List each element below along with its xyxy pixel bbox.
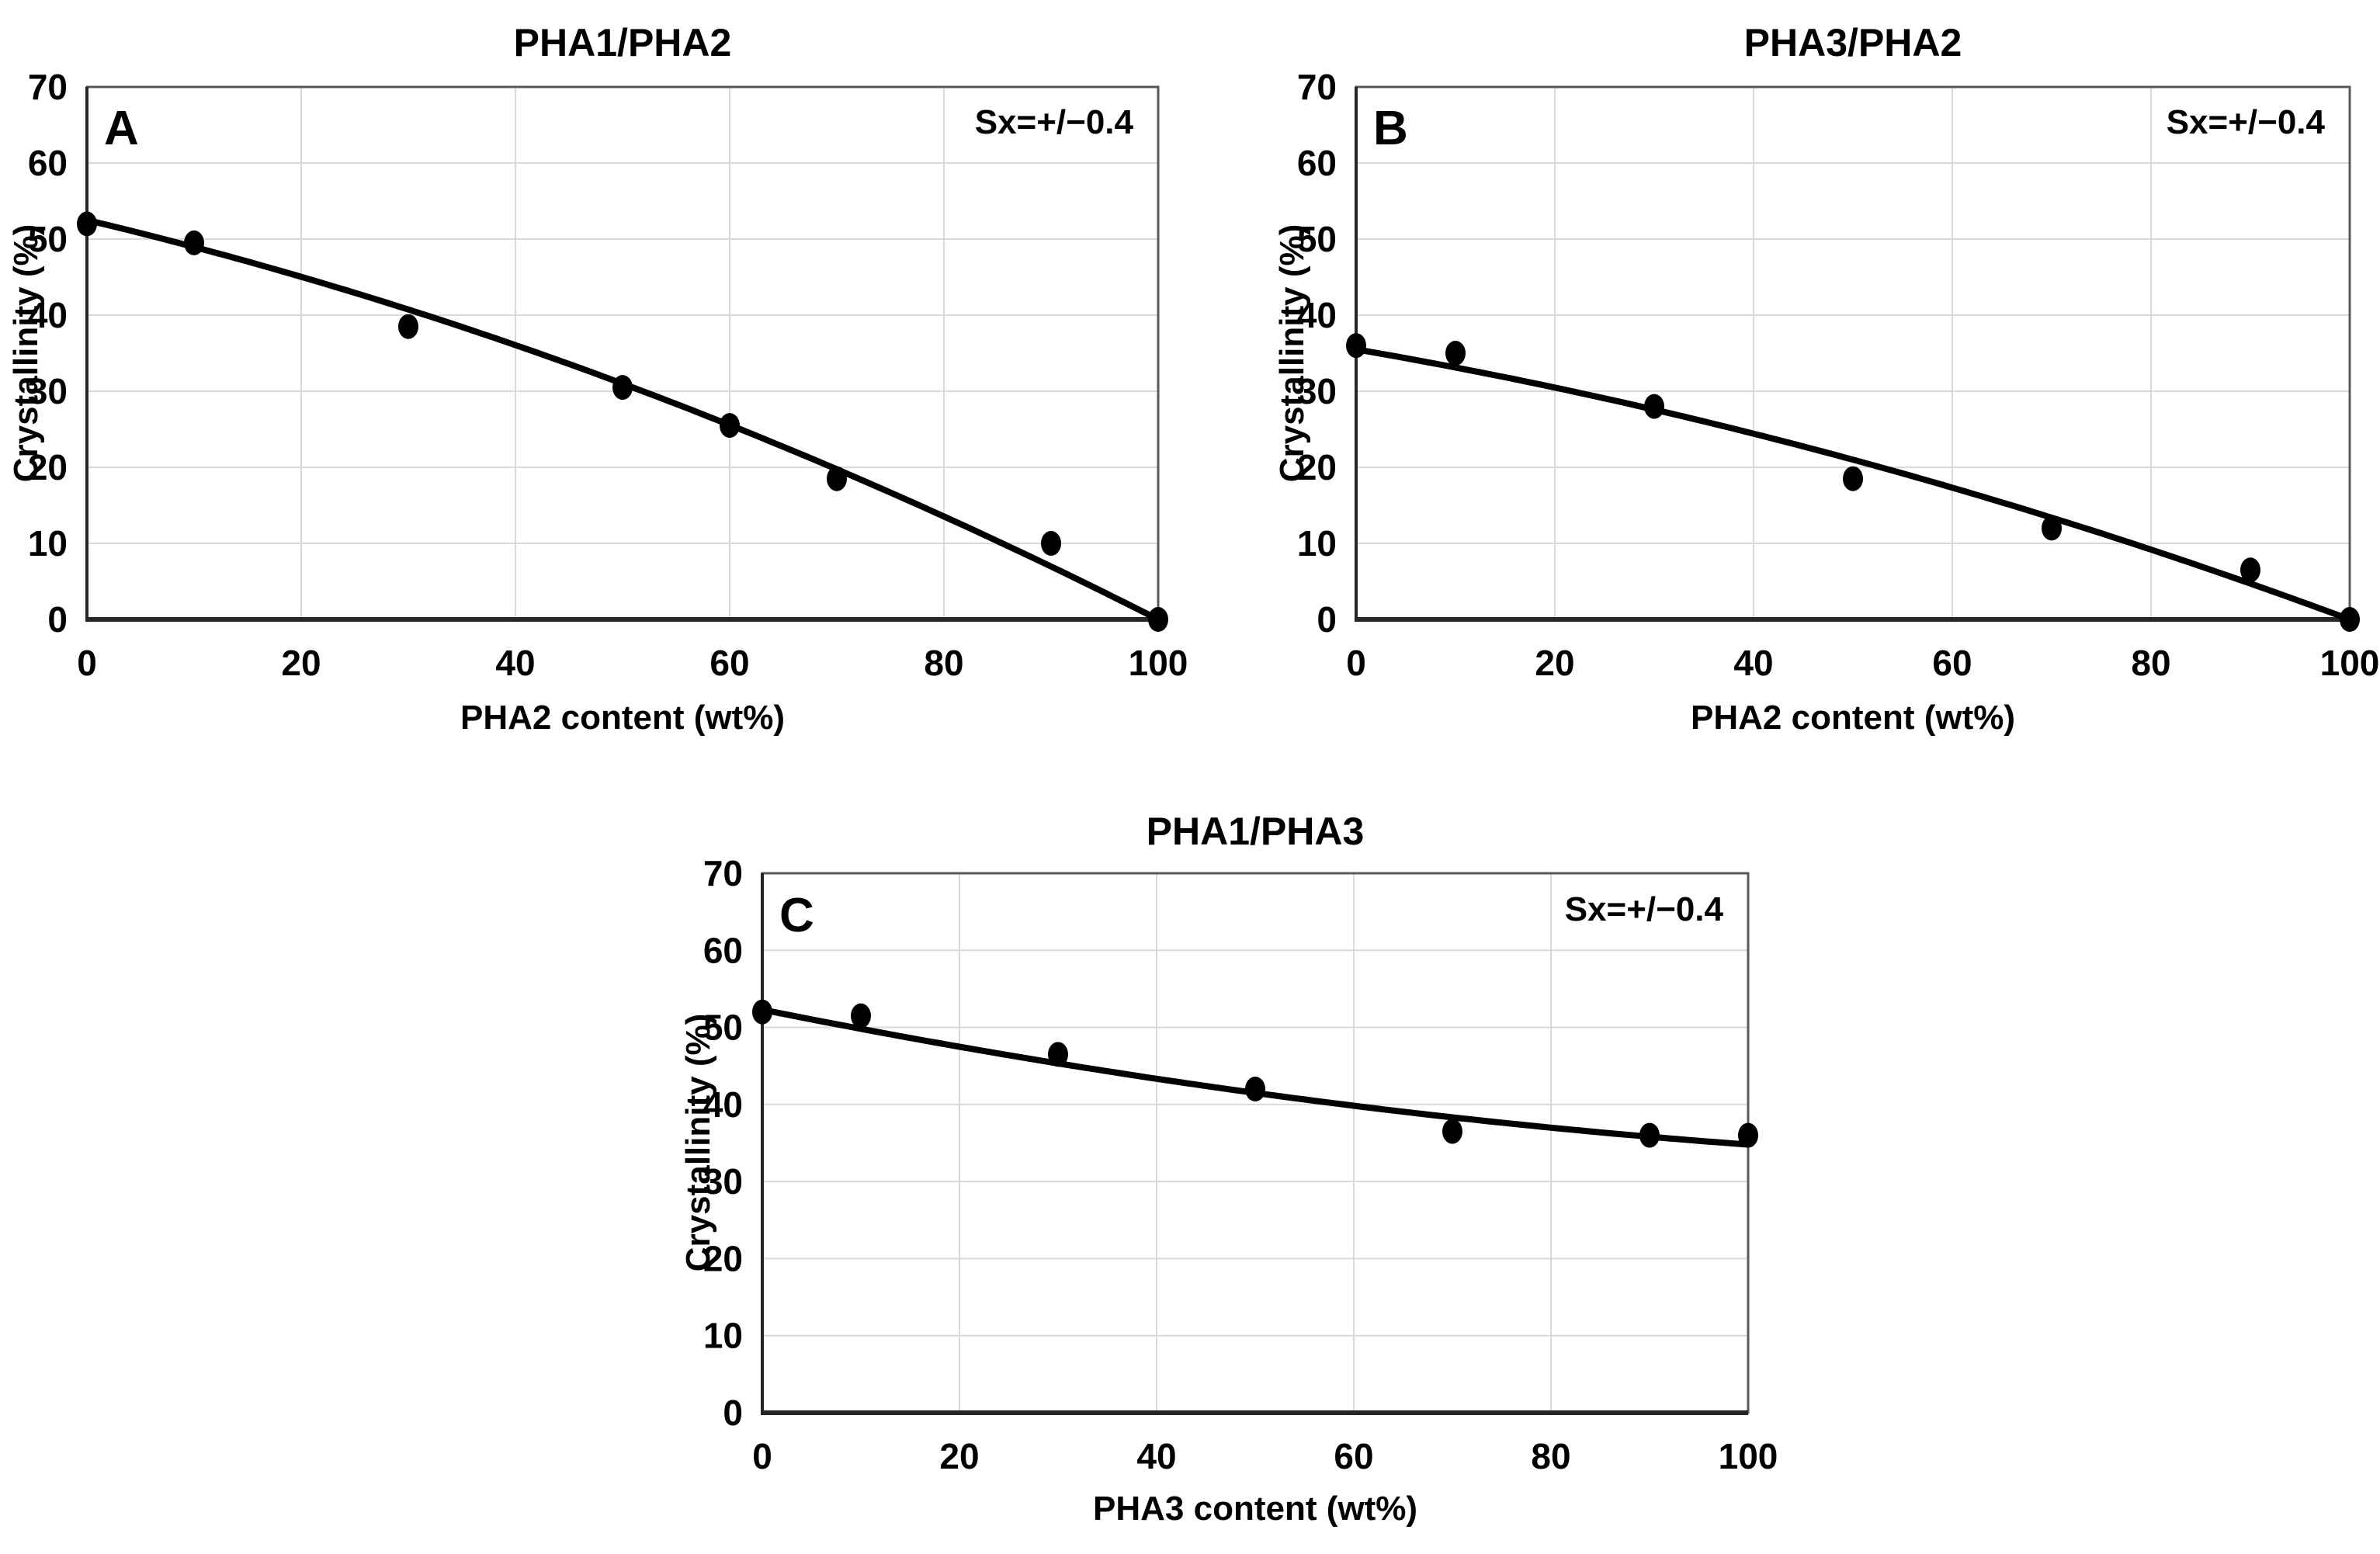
y-tick-label: 20 xyxy=(1297,447,1337,487)
plot-border xyxy=(1355,85,2351,621)
x-tick-label: 20 xyxy=(1535,643,1574,683)
panel-a-letter: A xyxy=(104,102,139,155)
panel-a-sx-annotation: Sx=+/−0.4 xyxy=(974,103,1133,141)
y-tick-label: 10 xyxy=(28,523,68,564)
data-point xyxy=(2240,557,2260,583)
y-tick-label: 0 xyxy=(47,599,68,640)
x-tick-label: 60 xyxy=(1334,1436,1373,1476)
trend-line xyxy=(84,217,1161,623)
data-point xyxy=(1148,607,1168,632)
y-tick-label: 10 xyxy=(703,1316,743,1356)
data-point xyxy=(1346,333,1366,359)
data-point xyxy=(1245,1077,1265,1101)
panel-c-xaxis-label: PHA3 content (wt%) xyxy=(1093,1490,1417,1528)
data-point xyxy=(1644,394,1664,419)
panel-a: 0 10 20 30 40 50 60 70 0 20 40 60 80 100 xyxy=(28,67,1188,683)
y-tick-label: 20 xyxy=(703,1238,743,1278)
panel-c-sx-annotation: Sx=+/−0.4 xyxy=(1564,890,1723,928)
x-tick-label: 0 xyxy=(77,643,97,683)
x-tick-label: 60 xyxy=(709,643,749,683)
y-tick-label: 20 xyxy=(28,447,68,487)
x-tick-label: 40 xyxy=(1733,643,1773,683)
y-tick-label: 10 xyxy=(1297,523,1337,564)
panel-c-title: PHA1/PHA3 xyxy=(1146,810,1365,853)
y-tick-label: 0 xyxy=(1317,599,1337,640)
y-tick-label: 30 xyxy=(1297,371,1337,411)
plot-border xyxy=(761,872,1750,1414)
panel-b: 0 10 20 30 40 50 60 70 0 20 40 60 80 100 xyxy=(1297,67,2380,683)
panel-b-title: PHA3/PHA2 xyxy=(1743,21,1962,64)
data-point xyxy=(184,230,204,255)
panel-a-title: PHA1/PHA2 xyxy=(513,21,732,64)
data-point xyxy=(1445,341,1466,366)
data-point xyxy=(720,413,740,439)
panel-a-yaxis-label: Crystallinity (%) xyxy=(7,224,45,483)
y-tick-label: 0 xyxy=(723,1393,743,1433)
x-tick-label: 60 xyxy=(1932,643,1972,683)
y-tick-label: 40 xyxy=(1297,295,1337,335)
y-tick-label: 40 xyxy=(703,1084,743,1125)
x-tick-label: 0 xyxy=(1346,643,1366,683)
data-point xyxy=(752,999,772,1025)
x-tick-label: 80 xyxy=(2131,643,2170,683)
y-tick-label: 60 xyxy=(1297,143,1337,183)
x-tick-label: 100 xyxy=(1129,643,1188,683)
y-tick-label: 50 xyxy=(1297,219,1337,259)
y-tick-label: 30 xyxy=(703,1161,743,1202)
data-point xyxy=(1048,1042,1068,1067)
x-tick-label: 100 xyxy=(2320,643,2380,683)
x-tick-label: 40 xyxy=(1136,1436,1176,1476)
data-point xyxy=(1639,1122,1660,1148)
y-tick-label: 60 xyxy=(28,143,68,183)
data-point xyxy=(1738,1122,1758,1148)
data-point xyxy=(827,466,847,491)
panel-c-letter: C xyxy=(779,889,814,942)
y-tick-label: 70 xyxy=(1297,67,1337,107)
panel-a-xaxis-label: PHA2 content (wt%) xyxy=(460,699,785,737)
y-tick-label: 70 xyxy=(28,67,68,107)
y-tick-label: 60 xyxy=(703,930,743,970)
panel-c-yaxis-label: Crystallinity (%) xyxy=(679,1013,717,1272)
data-point xyxy=(2340,607,2360,632)
panel-b-letter: B xyxy=(1373,102,1408,155)
panel-c: 0 10 20 30 40 50 60 70 0 20 40 60 80 100 xyxy=(703,853,1778,1476)
trend-line xyxy=(1353,346,2353,623)
data-point xyxy=(1843,466,1863,491)
data-point xyxy=(398,314,418,339)
data-point xyxy=(2042,515,2062,541)
x-tick-label: 100 xyxy=(1719,1436,1778,1476)
y-tick-label: 50 xyxy=(28,219,68,259)
x-tick-label: 20 xyxy=(281,643,321,683)
x-tick-label: 0 xyxy=(752,1436,772,1476)
x-tick-label: 40 xyxy=(495,643,535,683)
y-tick-label: 40 xyxy=(28,295,68,335)
panel-b-sx-annotation: Sx=+/−0.4 xyxy=(2166,103,2325,141)
data-point xyxy=(1041,531,1061,556)
x-tick-label: 80 xyxy=(924,643,963,683)
x-tick-label: 80 xyxy=(1531,1436,1570,1476)
data-point xyxy=(1442,1119,1462,1144)
x-tick-label: 20 xyxy=(939,1436,979,1476)
y-tick-label: 50 xyxy=(703,1008,743,1048)
data-point xyxy=(851,1003,871,1028)
panel-b-yaxis-label: Crystallinity (%) xyxy=(1273,224,1311,483)
y-tick-label: 70 xyxy=(703,853,743,893)
data-point xyxy=(612,375,633,401)
data-point xyxy=(77,211,97,237)
y-tick-label: 30 xyxy=(28,371,68,411)
panel-b-xaxis-label: PHA2 content (wt%) xyxy=(1691,699,2015,737)
